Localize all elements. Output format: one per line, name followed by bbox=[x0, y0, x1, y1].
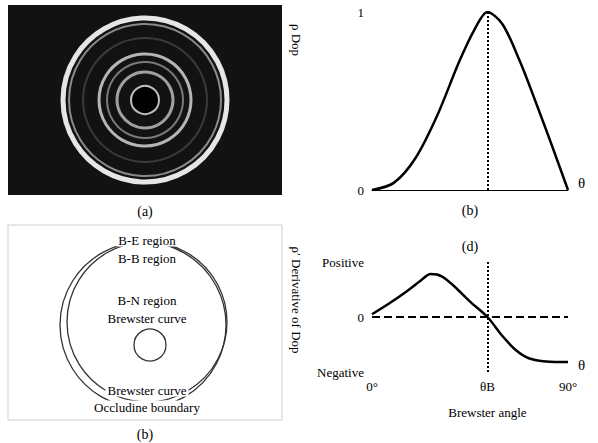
svg-text:Brewster curve: Brewster curve bbox=[107, 311, 186, 326]
svg-text:ρ Dop: ρ Dop bbox=[289, 24, 304, 56]
svg-text:θ: θ bbox=[578, 175, 585, 191]
svg-text:0°: 0° bbox=[366, 379, 378, 394]
svg-text:Negative: Negative bbox=[317, 365, 364, 380]
svg-text:(b): (b) bbox=[462, 203, 479, 219]
svg-text:B-E region: B-E region bbox=[118, 233, 176, 248]
svg-text:B-N region: B-N region bbox=[118, 293, 177, 308]
svg-text:0: 0 bbox=[358, 310, 365, 325]
svg-text:0: 0 bbox=[358, 183, 365, 198]
svg-text:ρ′ Derivative of Dop: ρ′ Derivative of Dop bbox=[289, 246, 304, 353]
svg-text:Occludine boundary: Occludine boundary bbox=[94, 400, 200, 415]
svg-text:Brewster curve: Brewster curve bbox=[107, 383, 186, 398]
svg-text:Brewster angle: Brewster angle bbox=[448, 405, 527, 420]
svg-text:(a): (a) bbox=[137, 204, 153, 220]
svg-text:(d): (d) bbox=[462, 239, 479, 255]
svg-text:(b): (b) bbox=[137, 427, 154, 443]
svg-text:90°: 90° bbox=[559, 379, 577, 394]
svg-text:θ: θ bbox=[578, 357, 585, 373]
svg-text:B-B region: B-B region bbox=[118, 251, 177, 266]
svg-text:Positive: Positive bbox=[322, 255, 364, 270]
svg-text:θB: θB bbox=[480, 379, 495, 394]
svg-text:1: 1 bbox=[358, 5, 365, 20]
